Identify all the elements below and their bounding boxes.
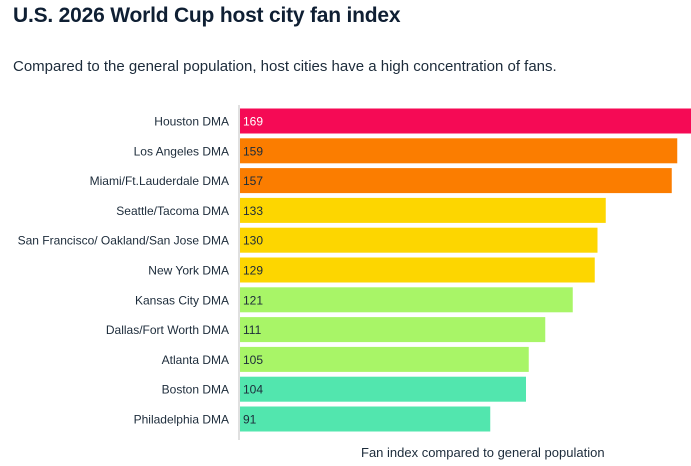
x-axis-label: Fan index compared to general population — [361, 445, 605, 460]
data-label: 121 — [243, 293, 263, 307]
category-label: Los Angeles DMA — [134, 144, 229, 158]
category-label: Boston DMA — [162, 383, 229, 397]
data-label: 104 — [243, 383, 263, 397]
data-label: 157 — [243, 174, 263, 188]
bar — [240, 227, 598, 253]
bar — [240, 138, 678, 164]
bar — [240, 287, 573, 313]
bar — [240, 108, 691, 134]
chart-subtitle: Compared to the general population, host… — [13, 58, 557, 75]
category-label: New York DMA — [148, 264, 229, 278]
category-label: San Francisco/ Oakland/San Jose DMA — [18, 234, 229, 248]
bar — [240, 346, 529, 372]
category-label: Philadelphia DMA — [134, 413, 229, 427]
data-label: 91 — [243, 413, 257, 427]
data-label: 169 — [243, 115, 263, 129]
data-label: 133 — [243, 204, 263, 218]
category-label: Kansas City DMA — [135, 293, 229, 307]
category-label: Seattle/Tacoma DMA — [116, 204, 229, 218]
data-label: 129 — [243, 264, 263, 278]
data-label: 130 — [243, 234, 263, 248]
bar — [240, 376, 526, 402]
chart-title: U.S. 2026 World Cup host city fan index — [13, 4, 401, 27]
data-label: 159 — [243, 144, 263, 158]
bar — [240, 317, 546, 343]
bar — [240, 257, 595, 283]
data-label: 105 — [243, 353, 263, 367]
data-label: 111 — [243, 323, 262, 337]
category-label: Dallas/Fort Worth DMA — [106, 323, 229, 337]
category-label: Houston DMA — [154, 115, 229, 129]
bar — [240, 406, 491, 432]
category-label: Atlanta DMA — [162, 353, 229, 367]
bar — [240, 197, 606, 223]
bar — [240, 168, 672, 194]
category-label: Miami/Ft.Lauderdale DMA — [90, 174, 229, 188]
